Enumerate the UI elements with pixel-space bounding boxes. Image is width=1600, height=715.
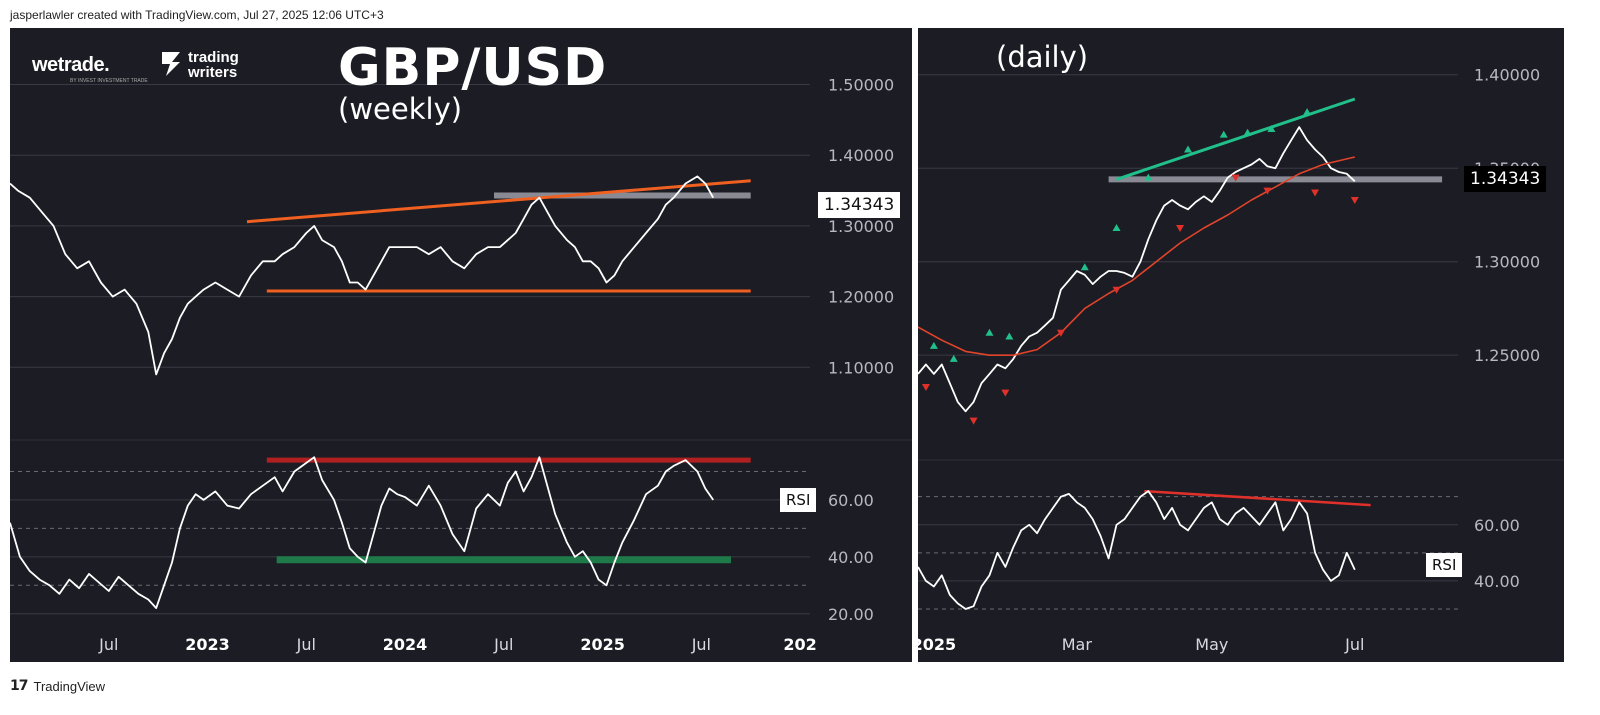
x-tick-label: 202 <box>783 635 816 654</box>
swing-high-arrow <box>1144 173 1153 181</box>
rsi-line <box>918 490 1356 610</box>
trading-writers-line-2: writers <box>188 64 238 81</box>
swing-high-arrow <box>949 354 958 362</box>
trading-writers-line-1: trading <box>188 49 239 66</box>
chart-title: GBP/USD <box>338 38 608 98</box>
rsi-tick-label: 60.00 <box>828 491 874 510</box>
swing-high-arrow <box>1267 124 1276 132</box>
swing-high-arrow <box>1080 263 1089 271</box>
swing-low-arrow <box>1176 225 1185 233</box>
x-tick-label: Jul <box>98 635 118 654</box>
trading-writers-logo-icon <box>162 52 180 76</box>
wetrade-logo-sub: BY INVEST INVESTMENT TRADE <box>70 78 148 84</box>
swing-low-arrow <box>969 417 978 425</box>
x-tick-label: Jul <box>691 635 711 654</box>
swing-high-arrow <box>1184 145 1192 153</box>
current-price-label-weekly: 1.34343 <box>818 192 901 218</box>
chart-credit: jasperlawler created with TradingView.co… <box>10 8 384 22</box>
swing-high-arrow <box>929 341 938 349</box>
chart-subtitle-weekly: (weekly) <box>338 92 463 126</box>
swing-low-arrow <box>1311 189 1320 197</box>
x-tick-label: 2024 <box>383 635 428 654</box>
rsi-label-daily: RSI <box>1426 553 1463 577</box>
swing-low-arrow <box>921 383 930 391</box>
price-tick-label: 1.30000 <box>828 217 894 236</box>
price-line <box>918 126 1356 413</box>
chart-subtitle-daily: (daily) <box>996 40 1089 74</box>
rsi-tick-label: 20.00 <box>828 605 874 624</box>
rsi-tick-label: 60.00 <box>1474 516 1520 535</box>
price-tick-label: 1.50000 <box>828 76 894 95</box>
swing-low-arrow <box>1263 187 1272 195</box>
x-tick-label: 2025 <box>580 635 625 654</box>
current-price-label-daily: 1.34343 <box>1464 166 1547 192</box>
x-tick-label: 2025 <box>918 635 956 654</box>
weekly-chart-svg: 1.10000 1.20000 1.30000 1.40000 1.50000 20.00… <box>10 76 912 654</box>
rsi-divergence-line <box>1144 489 1371 507</box>
x-tick-label: May <box>1195 635 1228 654</box>
tradingview-logo-icon: 17 <box>10 678 29 694</box>
swing-high-arrow <box>1303 108 1312 116</box>
daily-chart-panel[interactable]: 1.250001.300001.350001.4000040.0060.0020… <box>918 28 1564 662</box>
rsi-label-weekly: RSI <box>780 488 817 512</box>
price-tick-label: 1.20000 <box>828 288 894 307</box>
swing-low-arrow <box>1112 286 1121 294</box>
price-tick-label: 1.40000 <box>828 146 894 165</box>
swing-high-arrow <box>1219 130 1228 138</box>
weekly-chart-panel[interactable]: 1.10000 1.20000 1.30000 1.40000 1.50000 20.00… <box>10 28 912 662</box>
x-tick-label: Jul <box>1344 635 1364 654</box>
rsi-tick-label: 40.00 <box>1474 572 1520 591</box>
x-tick-label: Mar <box>1062 635 1093 654</box>
resistance-trendline <box>246 179 751 224</box>
tradingview-brand[interactable]: TradingView <box>33 678 106 694</box>
rsi-line <box>10 456 714 609</box>
swing-low-arrow <box>1231 174 1240 182</box>
swing-high-arrow <box>1005 332 1014 340</box>
price-tick-label: 1.30000 <box>1474 253 1540 272</box>
price-tick-label: 1.40000 <box>1474 66 1540 85</box>
price-tick-label: 1.25000 <box>1474 346 1540 365</box>
footer: 17 TradingView <box>10 678 105 694</box>
swing-low-arrow <box>1350 197 1359 204</box>
x-tick-label: 2023 <box>185 635 230 654</box>
swing-low-arrow <box>1056 329 1065 337</box>
rsi-tick-label: 40.00 <box>828 548 874 567</box>
price-tick-label: 1.10000 <box>828 358 894 377</box>
swing-low-arrow <box>1001 389 1010 397</box>
daily-chart-svg: 1.250001.300001.350001.4000040.0060.0020… <box>918 66 1564 654</box>
swing-high-arrow <box>985 328 994 336</box>
uptrend-line <box>1116 97 1356 181</box>
swing-high-arrow <box>1112 224 1121 232</box>
price-line <box>10 175 714 376</box>
moving-average-line <box>918 156 1355 357</box>
trading-writers-logo: trading writers <box>188 50 239 80</box>
wetrade-logo: wetrade. <box>32 54 110 76</box>
x-tick-label: Jul <box>296 635 316 654</box>
x-tick-label: Jul <box>493 635 513 654</box>
swing-high-arrow <box>1243 128 1252 136</box>
